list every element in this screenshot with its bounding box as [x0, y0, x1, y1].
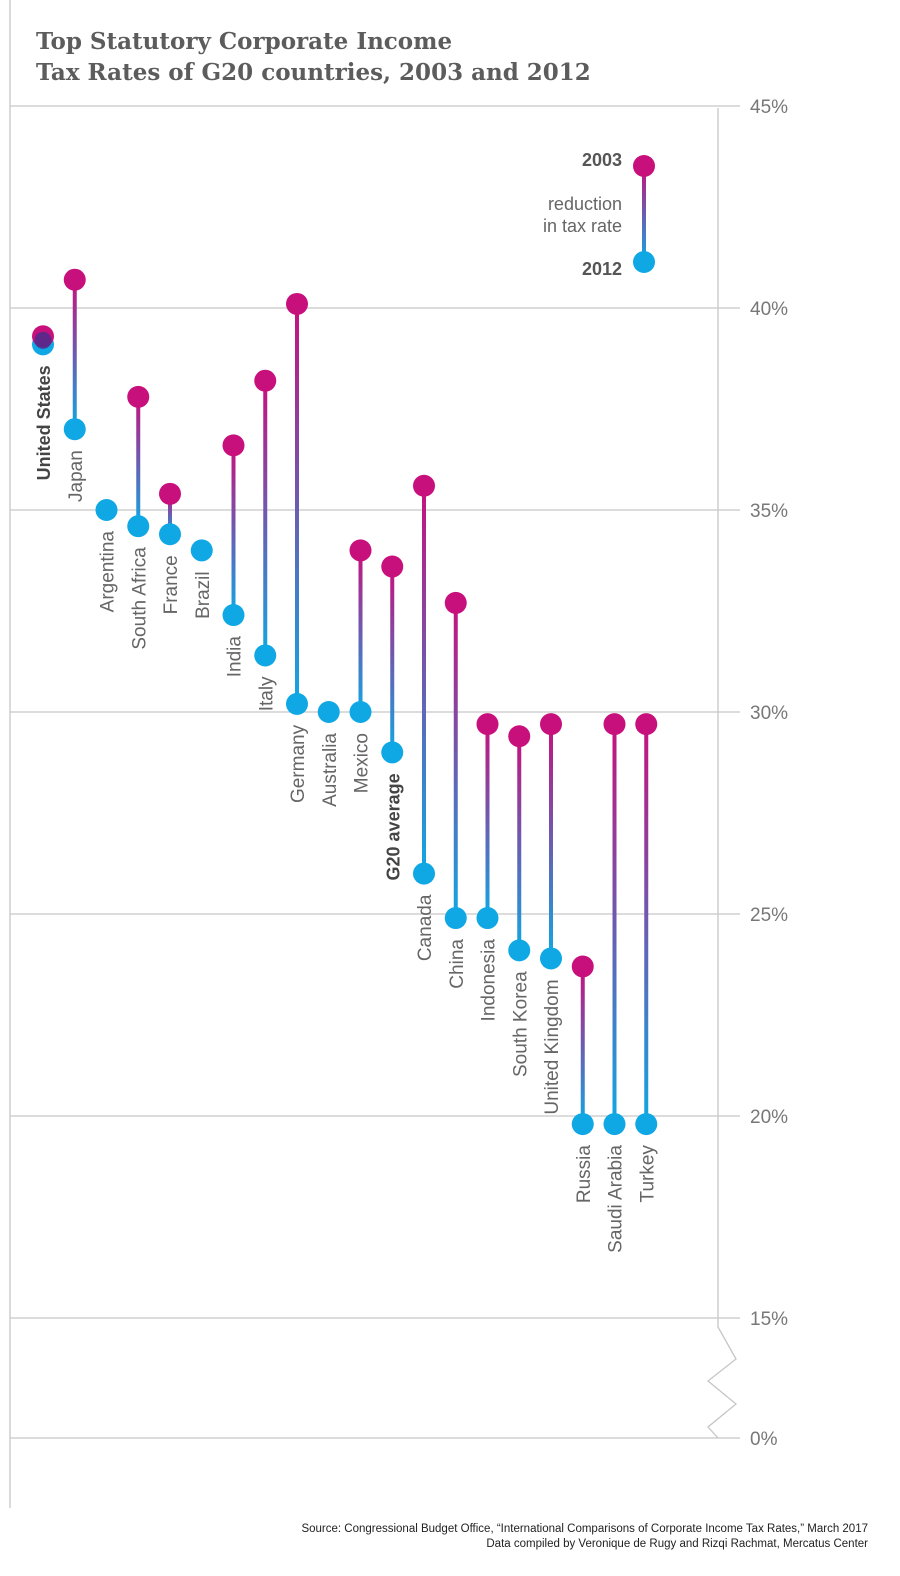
category-label-argentina: Argentina	[98, 531, 119, 613]
source-line-1: Source: Congressional Budget Office, “In…	[301, 1523, 868, 1535]
ytick-label-35: 35%	[750, 501, 788, 522]
dot-2003-france	[159, 482, 181, 505]
dot-2003-indonesia	[476, 713, 499, 736]
dot-2012-italy	[254, 644, 277, 667]
category-label-germany: Germany	[288, 724, 309, 803]
dot-2003-south-korea	[508, 725, 531, 748]
ytick-label-0: 0%	[750, 1429, 778, 1450]
ytick-label-15: 15%	[750, 1309, 788, 1330]
dot-2012-saudi-arabia	[603, 1113, 626, 1136]
dot-2003-germany	[286, 292, 308, 315]
ytick-label-30: 30%	[750, 703, 788, 724]
category-label-turkey: Turkey	[637, 1145, 658, 1203]
connector-germany	[295, 303, 299, 704]
category-label-indonesia: Indonesia	[479, 939, 500, 1022]
category-label-india: India	[225, 636, 246, 678]
source-note: Source: Congressional Budget Office, “In…	[301, 1522, 868, 1552]
category-label-australia: Australia	[320, 733, 341, 807]
category-label-brazil: Brazil	[193, 571, 214, 619]
axis-break-zigzag	[706, 1318, 738, 1439]
dot-2012-india	[222, 604, 245, 627]
category-label-france: France	[161, 555, 182, 614]
category-label-russia: Russia	[574, 1145, 595, 1204]
connector-south-korea	[517, 736, 522, 951]
category-label-canada: Canada	[415, 894, 436, 961]
ytick-label-25: 25%	[750, 905, 788, 926]
dot-2012-japan	[63, 418, 86, 441]
ytick-label-40: 40%	[750, 299, 788, 320]
dot-2012-turkey	[635, 1113, 658, 1136]
dot-2003-canada	[413, 474, 435, 497]
connector-italy	[263, 380, 268, 656]
dot-2012-mexico	[349, 701, 372, 723]
legend-dot-2012	[633, 251, 655, 273]
dot-2012-united-kingdom	[540, 947, 562, 970]
category-label-saudi-arabia: Saudi Arabia	[606, 1145, 627, 1253]
source-line-2: Data compiled by Veronique de Rugy and R…	[486, 1538, 868, 1550]
dot-2003-south-africa	[127, 385, 150, 408]
dot-overlap-united-states	[34, 331, 52, 349]
category-label-south-africa: South Africa	[129, 547, 150, 650]
connector-france	[168, 493, 172, 535]
dot-2003-united-kingdom	[540, 713, 562, 736]
chart-title: Top Statutory Corporate Income Tax Rates…	[36, 26, 591, 88]
connector-india	[231, 445, 236, 616]
title-line-2: Tax Rates of G20 countries, 2003 and 201…	[36, 59, 591, 86]
dot-2003-india	[222, 434, 245, 457]
connector-united-kingdom	[549, 724, 553, 959]
dot-2003-g20-average	[381, 555, 404, 578]
category-label-south-korea: South Korea	[510, 971, 531, 1077]
dot-2003-china	[444, 591, 467, 614]
connector-g20-average	[390, 566, 395, 753]
dot-2012-canada	[413, 862, 435, 885]
dot-2003-turkey	[635, 713, 658, 736]
dot-2003-russia	[571, 955, 594, 978]
dot-2012-argentina	[95, 499, 118, 521]
legend-label-2012: 2012	[582, 259, 622, 279]
dot-2012-germany	[286, 692, 308, 715]
connector-japan	[72, 279, 77, 430]
connector-mexico	[358, 550, 363, 712]
connector-indonesia	[485, 724, 490, 919]
dot-2012-china	[444, 907, 467, 930]
dot-2012-russia	[571, 1113, 594, 1136]
dot-2012-south-korea	[508, 939, 531, 962]
connector-turkey	[644, 724, 649, 1125]
dot-2003-italy	[254, 369, 277, 392]
ytick-label-20: 20%	[750, 1107, 788, 1128]
dot-2012-g20-average	[381, 741, 404, 764]
legend-label-2003: 2003	[582, 150, 622, 170]
dot-2003-saudi-arabia	[603, 713, 626, 736]
category-label-g20-average: G20 average	[383, 773, 403, 880]
dot-2012-france	[159, 523, 181, 546]
category-label-japan: Japan	[66, 450, 87, 502]
category-label-china: China	[447, 939, 468, 989]
category-label-mexico: Mexico	[352, 733, 373, 793]
connector-russia	[580, 966, 585, 1125]
dot-2012-brazil	[190, 539, 213, 562]
category-label-united-kingdom: United Kingdom	[542, 979, 563, 1114]
category-label-united-states: United States	[34, 365, 54, 480]
dot-2012-australia	[317, 701, 340, 723]
category-label-italy: Italy	[256, 676, 277, 711]
legend-label-reduction: reduction	[548, 194, 622, 214]
ytick-label-45: 45%	[750, 97, 788, 118]
connector-china	[453, 602, 458, 919]
dot-2003-japan	[63, 268, 86, 291]
legend-connector	[642, 166, 646, 262]
legend-label-in-tax-rate: in tax rate	[543, 216, 622, 236]
connector-canada	[422, 485, 426, 874]
connector-south-africa	[136, 396, 141, 527]
legend-dot-2003	[633, 155, 655, 177]
title-line-1: Top Statutory Corporate Income	[36, 28, 453, 55]
dot-2012-south-africa	[127, 515, 150, 538]
dot-2012-indonesia	[476, 907, 499, 930]
connector-saudi-arabia	[612, 724, 617, 1125]
dot-2003-mexico	[349, 539, 372, 562]
